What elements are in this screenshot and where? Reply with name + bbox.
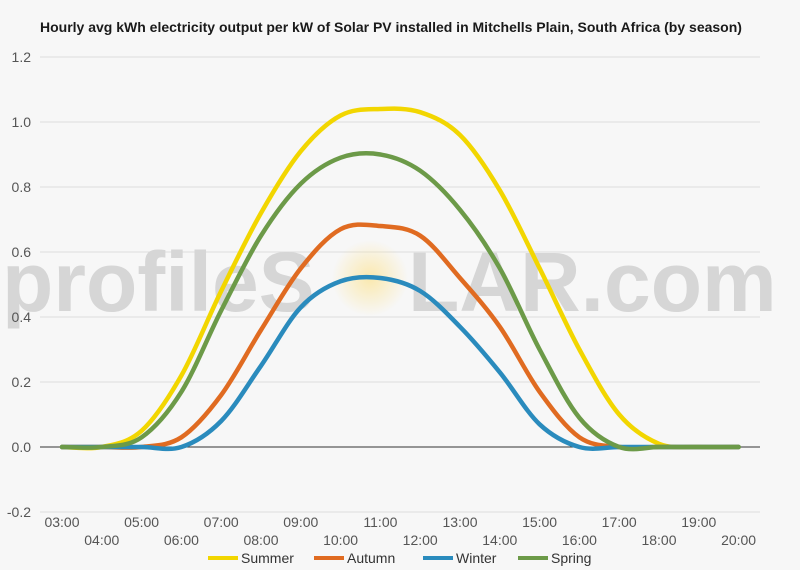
x-tick-label: 13:00: [442, 514, 477, 530]
x-tick-label: 06:00: [164, 532, 199, 548]
y-tick-label: 0.0: [12, 439, 32, 455]
y-tick-label: 1.2: [12, 49, 32, 65]
x-tick-label: 18:00: [641, 532, 676, 548]
x-tick-label: 20:00: [721, 532, 756, 548]
watermark: profileS LAR.com: [2, 235, 777, 329]
x-tick-label: 10:00: [323, 532, 358, 548]
x-tick-label: 08:00: [243, 532, 278, 548]
y-tick-label: 1.0: [12, 114, 32, 130]
legend-label: Winter: [456, 550, 497, 566]
x-tick-label: 17:00: [602, 514, 637, 530]
x-tick-label: 05:00: [124, 514, 159, 530]
x-tick-label: 19:00: [681, 514, 716, 530]
series-line-summer: [59, 106, 741, 451]
legend-swatch: [423, 556, 453, 560]
x-tick-label: 09:00: [283, 514, 318, 530]
legend: Summer Autumn Winter Spring: [208, 550, 591, 566]
y-tick-label: 0.2: [12, 374, 32, 390]
y-tick-label: 0.4: [12, 309, 32, 325]
legend-item-winter: Winter: [423, 550, 497, 566]
x-tick-label: 16:00: [562, 532, 597, 548]
watermark-left: profileS: [2, 235, 315, 329]
legend-swatch: [518, 556, 548, 560]
x-tick-label: 15:00: [522, 514, 557, 530]
legend-label: Spring: [551, 550, 591, 566]
series-line-spring: [59, 151, 741, 452]
y-axis: 1.2 1.0 0.8 0.6 0.4 0.2 0.0 -0.2: [7, 49, 31, 520]
legend-label: Summer: [241, 550, 294, 566]
x-tick-label: 04:00: [84, 532, 119, 548]
chart-title: Hourly avg kWh electricity output per kW…: [40, 19, 742, 35]
y-tick-label: 0.8: [12, 179, 32, 195]
y-tick-label: 0.6: [12, 244, 32, 260]
legend-item-autumn: Autumn: [314, 550, 395, 566]
x-tick-label: 11:00: [363, 514, 397, 530]
x-tick-label: 12:00: [403, 532, 438, 548]
y-tick-label: -0.2: [7, 504, 31, 520]
legend-label: Autumn: [347, 550, 395, 566]
x-tick-label: 07:00: [204, 514, 239, 530]
series-lines: [59, 106, 741, 452]
legend-item-summer: Summer: [208, 550, 294, 566]
x-tick-label: 03:00: [44, 514, 79, 530]
legend-swatch: [208, 556, 238, 560]
legend-swatch: [314, 556, 344, 560]
x-tick-label: 14:00: [482, 532, 517, 548]
legend-item-spring: Spring: [518, 550, 591, 566]
watermark-right: LAR.com: [408, 235, 777, 329]
